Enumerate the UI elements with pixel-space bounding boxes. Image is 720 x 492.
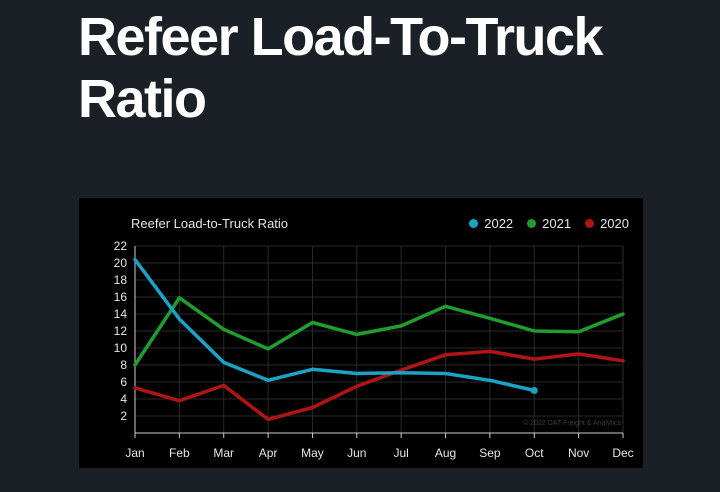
page-headline: Refeer Load-To-Truck Ratio [78,7,604,129]
x-tick-label: Sep [479,446,501,460]
y-tick-label: 10 [114,341,128,355]
line-chart: 2 4 6 8 10 12 14 16 18 20 22 Jan Feb Mar Apr May Jun Jul A… [114,239,634,460]
chart-panel: 2 4 6 8 10 12 14 16 18 20 22 Jan Feb Mar Apr May Jun Jul A… [79,198,643,468]
series-line-2020 [133,349,625,422]
legend-swatch [527,219,537,228]
series-end-point-2022 [530,387,538,394]
y-tick-label: 2 [120,409,127,423]
x-tick-label: Mar [213,446,234,460]
x-tick-label: Dec [612,446,633,460]
series-line-2022 [133,257,537,393]
y-tick-label: 8 [120,358,127,372]
x-tick-label: Nov [568,446,589,460]
y-tick-label: 4 [120,392,127,406]
watermark: © 2022 DAT Freight & Analytics [523,420,621,427]
chart-title: Reefer Load-to-Truck Ratio [131,216,289,231]
y-tick-label: 14 [114,307,128,321]
x-tick-label: Apr [259,446,278,460]
x-tick-label: Aug [435,446,456,460]
x-tick-label: Jun [347,446,366,460]
y-tick-label: 12 [114,324,128,338]
y-tick-label: 20 [114,256,128,270]
legend-item-2021: 2021 [527,216,571,231]
y-tick-label: 16 [114,290,128,304]
x-tick-label: Feb [169,446,190,460]
legend-item-2022: 2022 [469,216,513,231]
legend-swatch [585,219,595,228]
x-tick-label: May [301,446,324,460]
y-tick-label: 6 [120,375,127,389]
series-line-2021 [133,296,625,367]
legend-swatch [469,219,479,228]
chart-legend: 2022 2021 2020 [469,216,629,231]
legend-label: 2022 [484,216,514,231]
x-tick-label: Jan [125,446,144,460]
legend-label: 2021 [542,216,572,231]
x-tick-label: Jul [394,446,409,460]
legend-item-2020: 2020 [585,216,629,231]
x-tick-label: Oct [525,446,544,460]
legend-label: 2020 [600,216,629,231]
y-tick-label: 18 [114,273,128,287]
y-tick-label: 22 [114,239,128,253]
